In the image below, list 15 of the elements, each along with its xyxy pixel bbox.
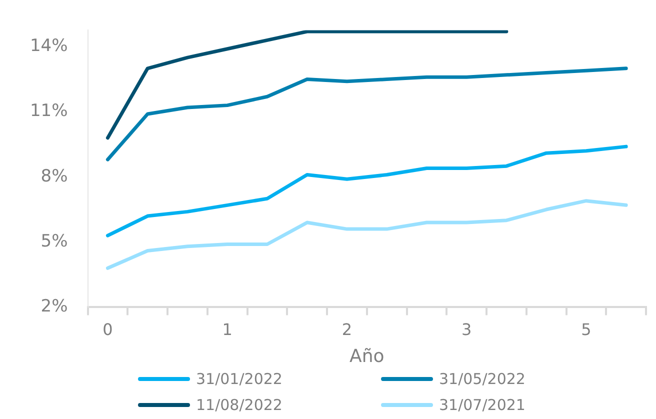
- y-tick-label: 8%: [40, 166, 68, 186]
- y-tick-label: 11%: [30, 101, 68, 122]
- legend-label: 31/01/2022: [196, 370, 282, 388]
- y-tick-label: 5%: [40, 231, 68, 252]
- y-tick-label: 14%: [30, 36, 68, 56]
- x-tick-label: 1: [222, 320, 232, 339]
- x-axis-title: Año: [350, 346, 384, 367]
- y-tick-label: 2%: [40, 296, 68, 317]
- legend-label: 11/08/2022: [196, 396, 282, 414]
- legend-label: 31/05/2022: [439, 370, 526, 388]
- x-tick-label: 3: [461, 320, 472, 339]
- x-tick-label: 0: [102, 320, 113, 339]
- legend-label: 31/07/2021: [439, 396, 526, 414]
- x-tick-label: 2: [342, 320, 352, 339]
- x-tick-label: 5: [581, 320, 592, 339]
